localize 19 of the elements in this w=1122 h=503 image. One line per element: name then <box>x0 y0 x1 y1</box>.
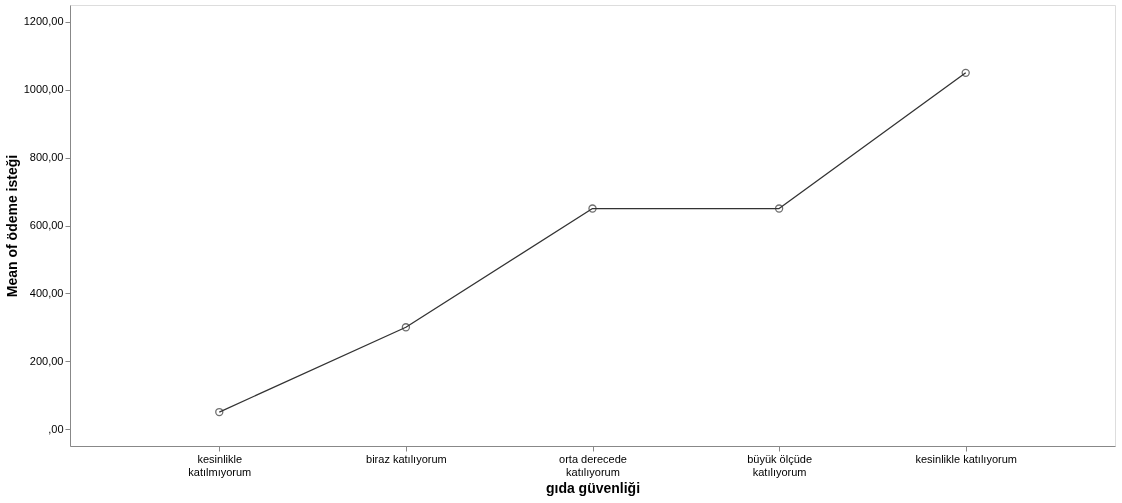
y-tick-label: 1200,00 <box>23 15 64 28</box>
y-tick-label: 400,00 <box>29 286 64 299</box>
point <box>961 68 970 78</box>
point <box>215 407 224 417</box>
x-tick-label: kesinlikle katılmıyorum <box>188 452 252 478</box>
y-axis-title: Mean of ödeme isteği <box>3 154 20 298</box>
x-tick-label: kesinlikle katılıyorum <box>915 452 1017 465</box>
x-tick-label: orta derecede katılıyorum <box>559 452 627 478</box>
y-tick-label: ,00 <box>48 422 64 435</box>
y-tick-label: 200,00 <box>29 354 64 367</box>
x-tick-label: biraz katılıyorum <box>366 452 447 465</box>
x-axis-title: gıda güvenliği <box>545 479 641 496</box>
y-tick-label: 800,00 <box>29 151 64 164</box>
y-tick-label: 1000,00 <box>23 83 64 96</box>
point <box>588 204 597 213</box>
point <box>401 323 411 332</box>
x-tick-label: büyük ölçüde katılıyorum <box>747 452 813 478</box>
point <box>774 204 784 213</box>
y-tick-label: 600,00 <box>29 219 64 231</box>
